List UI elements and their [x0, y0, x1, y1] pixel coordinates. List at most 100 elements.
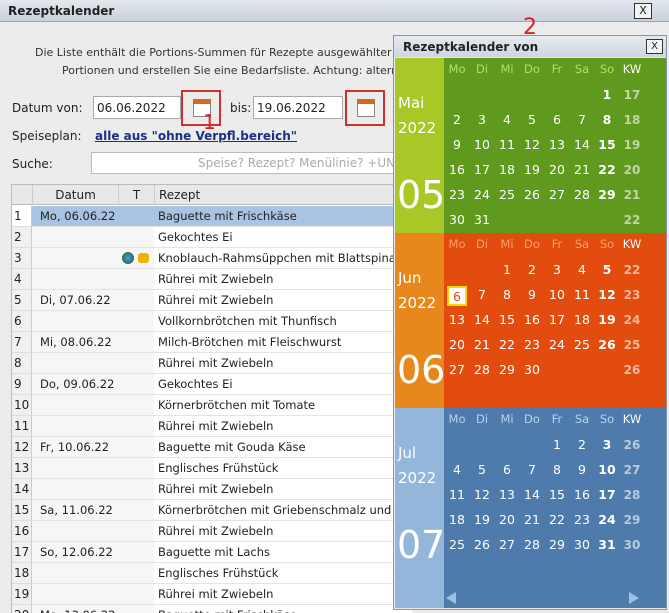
day[interactable]: 14: [574, 137, 590, 152]
day[interactable]: 11: [574, 287, 590, 302]
day[interactable]: 29: [549, 537, 565, 552]
date-cell[interactable]: [32, 521, 118, 542]
day[interactable]: 4: [453, 462, 461, 477]
recipe-cell[interactable]: Rührei mit Zwiebeln: [154, 416, 412, 437]
link[interactable]: alle aus "ohne Verpfl.bereich": [95, 129, 298, 143]
day[interactable]: 16: [524, 312, 540, 327]
recipe-cell[interactable]: Milch-Brötchen mit Fleischwurst: [154, 332, 412, 353]
day[interactable]: 17: [474, 162, 490, 177]
date-cell[interactable]: Mo, 06.06.22: [32, 206, 118, 227]
date-cell[interactable]: [32, 395, 118, 416]
day[interactable]: 18: [574, 312, 590, 327]
date-cell[interactable]: [32, 416, 118, 437]
day[interactable]: 27: [499, 537, 515, 552]
day[interactable]: 23: [449, 187, 465, 202]
recipe-cell[interactable]: Baguette mit Lachs: [154, 542, 412, 563]
date-cell[interactable]: Di, 07.06.22: [32, 290, 118, 311]
day[interactable]: 23: [574, 512, 590, 527]
day[interactable]: 28: [474, 362, 490, 377]
day[interactable]: 20: [449, 337, 465, 352]
date-cell[interactable]: [32, 227, 118, 248]
day[interactable]: 29: [598, 187, 616, 202]
date-cell[interactable]: [32, 269, 118, 290]
day[interactable]: 27: [449, 362, 465, 377]
day[interactable]: 6: [503, 462, 511, 477]
day[interactable]: 5: [528, 112, 536, 127]
day[interactable]: 12: [524, 137, 540, 152]
day[interactable]: 2: [578, 437, 586, 452]
day[interactable]: 20: [499, 512, 515, 527]
calendar-button[interactable]: [181, 90, 221, 126]
day[interactable]: 6: [447, 286, 467, 306]
date-cell[interactable]: [32, 458, 118, 479]
recipe-cell[interactable]: Rührei mit Zwiebeln: [154, 269, 412, 290]
date-input[interactable]: 06.06.2022: [93, 96, 181, 119]
day[interactable]: 8: [503, 287, 511, 302]
date-cell[interactable]: Do, 09.06.22: [32, 374, 118, 395]
recipe-cell[interactable]: Baguette mit Frischkäse: [154, 605, 412, 613]
day[interactable]: 30: [574, 537, 590, 552]
day[interactable]: 13: [549, 137, 565, 152]
day[interactable]: 17: [598, 487, 616, 502]
day[interactable]: 15: [598, 137, 616, 152]
day[interactable]: 26: [474, 537, 490, 552]
day[interactable]: 6: [553, 112, 561, 127]
day[interactable]: 19: [524, 162, 540, 177]
date-cell[interactable]: Mo, 13.06.22: [32, 605, 118, 613]
day[interactable]: 2: [528, 262, 536, 277]
day[interactable]: 1: [503, 262, 511, 277]
day[interactable]: 25: [574, 337, 590, 352]
day[interactable]: 14: [524, 487, 540, 502]
day[interactable]: 25: [499, 187, 515, 202]
day[interactable]: 30: [524, 362, 540, 377]
close-button[interactable]: X: [634, 3, 652, 19]
date-cell[interactable]: Fr, 10.06.22: [32, 437, 118, 458]
day[interactable]: 22: [499, 337, 515, 352]
date-input[interactable]: 19.06.2022: [253, 96, 343, 119]
nav-prev[interactable]: [446, 592, 456, 604]
day[interactable]: 21: [474, 337, 490, 352]
day[interactable]: 22: [598, 162, 616, 177]
day[interactable]: 28: [574, 187, 590, 202]
day[interactable]: 20: [549, 162, 565, 177]
day[interactable]: 3: [602, 437, 612, 452]
day[interactable]: 29: [499, 362, 515, 377]
day[interactable]: 5: [478, 462, 486, 477]
day[interactable]: 5: [602, 262, 612, 277]
day[interactable]: 31: [598, 537, 616, 552]
recipe-cell[interactable]: Körnerbrötchen mit Griebenschmalz und G: [154, 500, 412, 521]
day[interactable]: 11: [449, 487, 465, 502]
recipe-cell[interactable]: Englisches Frühstück: [154, 563, 412, 584]
day[interactable]: 11: [499, 137, 515, 152]
day[interactable]: 22: [549, 512, 565, 527]
day[interactable]: 7: [578, 112, 586, 127]
recipe-cell[interactable]: Rührei mit Zwiebeln: [154, 521, 412, 542]
day[interactable]: 24: [474, 187, 490, 202]
day[interactable]: 21: [574, 162, 590, 177]
day[interactable]: 7: [528, 462, 536, 477]
close-button[interactable]: X: [646, 39, 663, 54]
day[interactable]: 10: [598, 462, 616, 477]
date-cell[interactable]: [32, 584, 118, 605]
day[interactable]: 9: [528, 287, 536, 302]
day[interactable]: 7: [478, 287, 486, 302]
recipe-cell[interactable]: Rührei mit Zwiebeln: [154, 479, 412, 500]
day[interactable]: 13: [499, 487, 515, 502]
recipe-cell[interactable]: Rührei mit Zwiebeln: [154, 290, 412, 311]
day[interactable]: 2: [453, 112, 461, 127]
day[interactable]: 24: [549, 337, 565, 352]
day[interactable]: 30: [449, 212, 465, 227]
date-cell[interactable]: Mi, 08.06.22: [32, 332, 118, 353]
recipe-cell[interactable]: Vollkornbrötchen mit Thunfisch: [154, 311, 412, 332]
date-cell[interactable]: Sa, 11.06.22: [32, 500, 118, 521]
day[interactable]: 25: [449, 537, 465, 552]
recipe-cell[interactable]: Gekochtes Ei: [154, 374, 412, 395]
day[interactable]: 16: [449, 162, 465, 177]
day[interactable]: 14: [474, 312, 490, 327]
day[interactable]: 19: [474, 512, 490, 527]
day[interactable]: 26: [524, 187, 540, 202]
day[interactable]: 1: [553, 437, 561, 452]
recipe-cell[interactable]: Rührei mit Zwiebeln: [154, 584, 412, 605]
day[interactable]: 28: [524, 537, 540, 552]
day[interactable]: 15: [499, 312, 515, 327]
